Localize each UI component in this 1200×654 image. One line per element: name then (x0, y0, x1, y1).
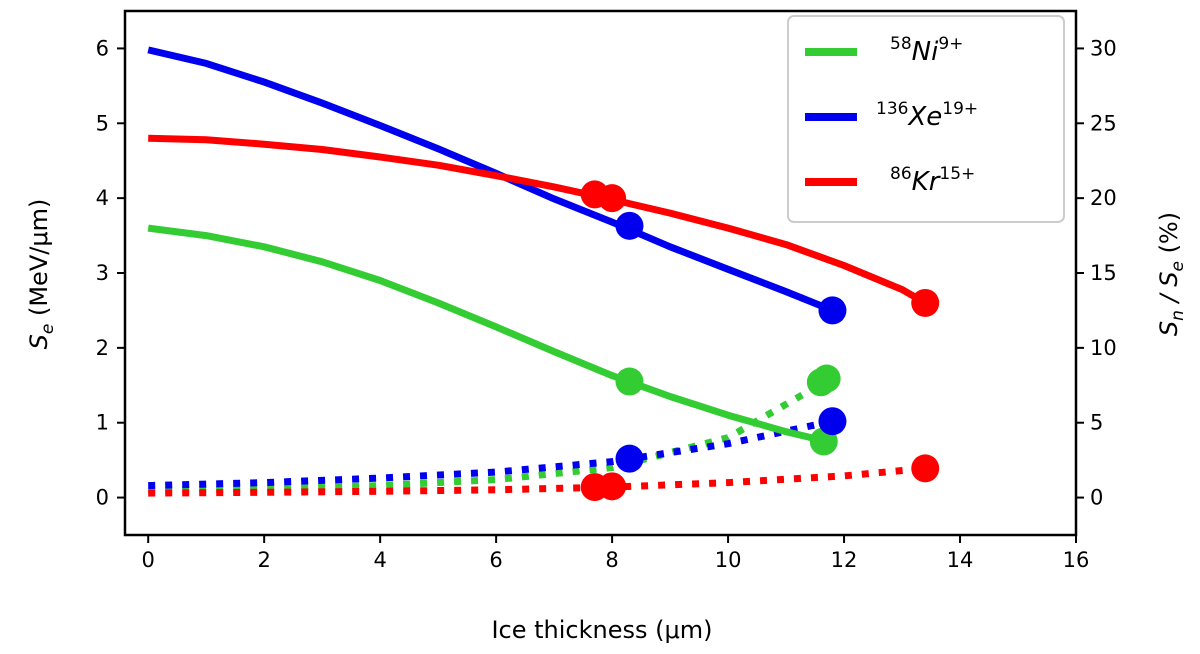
legend-label-ni: 58Ni9+ (890, 34, 963, 67)
y-left-tick-label: 0 (96, 486, 109, 510)
y-right-tick-label: 15 (1090, 261, 1117, 285)
y-right-tick-label: 5 (1090, 411, 1103, 435)
y-axis-label-right: Sn / Se (%) (1155, 212, 1188, 336)
se-line-86kr15- (148, 134, 927, 306)
y-left-tick-label: 5 (96, 111, 109, 135)
legend-kr-charge: 15+ (939, 164, 975, 184)
legend-box (787, 15, 1065, 223)
y-right-tick-label: 20 (1090, 186, 1117, 210)
y-left-tick-label: 2 (96, 336, 109, 360)
ylabel-right-rest: (%) (1155, 212, 1183, 261)
se-marker-136xe19- (818, 296, 847, 325)
ylabel-right-mid: / S (1155, 272, 1183, 311)
ylabel-right-sub1: n (1168, 310, 1188, 321)
ratio-line-86kr15- (148, 464, 926, 497)
ylabel-left-sub: e (38, 324, 58, 334)
ratio-marker-86kr15- (911, 454, 940, 483)
ratio-line-136xe19- (148, 417, 834, 490)
legend-xe-charge: 19+ (942, 99, 978, 119)
ratio-marker-136xe19- (818, 407, 847, 436)
legend-label-xe: 136Xe19+ (876, 99, 978, 132)
legend-kr-element: Kr (912, 167, 942, 197)
ylabel-left-rest: (MeV/μm) (25, 199, 53, 324)
se-marker-58ni9- (615, 367, 644, 396)
se-marker-136xe19- (615, 211, 644, 240)
legend-ni-charge: 9+ (938, 34, 963, 54)
se-marker-86kr15- (911, 288, 940, 317)
x-tick-label: 10 (715, 548, 742, 572)
y-left-tick-label: 6 (96, 36, 109, 60)
x-tick-label: 4 (373, 548, 386, 572)
y-left-tick-label: 4 (96, 186, 109, 210)
legend-xe-element: Xe (906, 102, 942, 132)
legend-label-kr: 86Kr15+ (890, 164, 975, 197)
ylabel-right-sub2: e (1168, 261, 1188, 271)
ratio-line-58ni9- (148, 377, 829, 494)
ratio-marker-86kr15- (598, 472, 627, 501)
se-marker-86kr15- (598, 184, 627, 213)
y-right-tick-label: 10 (1090, 336, 1117, 360)
ylabel-right-s1: S (1155, 321, 1183, 336)
y-right-tick-label: 0 (1090, 486, 1103, 510)
x-tick-label: 8 (605, 548, 618, 572)
series-lines-layer (147, 46, 927, 497)
x-tick-label: 12 (831, 548, 858, 572)
ylabel-left-symbol: S (25, 334, 53, 349)
series-markers-layer (580, 180, 940, 502)
y-right-tick-label: 30 (1090, 36, 1117, 60)
se-line-58ni9- (147, 224, 828, 445)
legend-xe-mass: 136 (876, 99, 908, 119)
y-left-tick-label: 1 (96, 411, 109, 435)
y-axis-label-left: Se (MeV/μm) (25, 199, 58, 350)
x-tick-label: 6 (489, 548, 502, 572)
legend-ni-element: Ni (912, 37, 939, 67)
ratio-marker-58ni9- (812, 364, 841, 393)
y-right-tick-label: 25 (1090, 111, 1117, 135)
x-tick-label: 16 (1063, 548, 1090, 572)
se-line-136xe19- (147, 46, 834, 314)
legend: 58Ni9+ 136Xe19+ 86Kr15+ (787, 15, 1065, 223)
ratio-marker-136xe19- (615, 444, 644, 473)
x-tick-label: 2 (257, 548, 270, 572)
y-left-tick-label: 3 (96, 261, 109, 285)
x-tick-label: 14 (947, 548, 974, 572)
legend-ni-mass: 58 (890, 34, 912, 54)
x-tick-label: 0 (142, 548, 155, 572)
legend-kr-mass: 86 (890, 164, 912, 184)
x-axis-label: Ice thickness (μm) (491, 616, 712, 644)
